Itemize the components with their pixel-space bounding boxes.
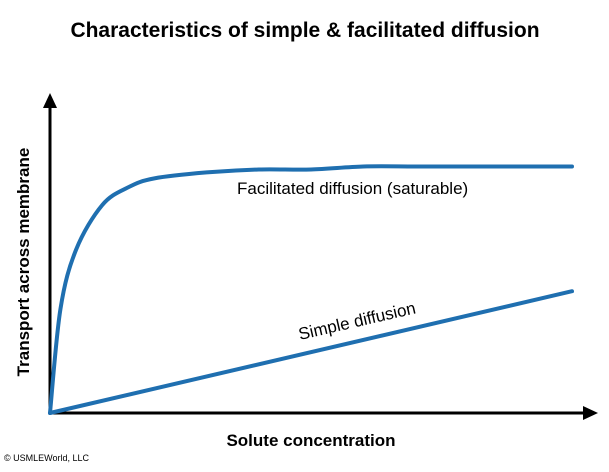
x-axis-label: Solute concentration xyxy=(226,431,395,450)
x-axis-arrowhead xyxy=(583,406,598,420)
series-label-simple: Simple diffusion xyxy=(297,298,418,343)
axes xyxy=(43,93,598,420)
copyright-credit: © USMLEWorld, LLC xyxy=(4,453,89,463)
simple-diffusion-line xyxy=(48,289,574,415)
facilitated-diffusion-curve xyxy=(48,164,574,415)
series-layer xyxy=(48,164,574,415)
y-axis-label: Transport across membrane xyxy=(14,148,33,377)
y-axis-arrowhead xyxy=(43,93,57,108)
series-label-facilitated: Facilitated diffusion (saturable) xyxy=(237,179,468,198)
chart-title: Characteristics of simple & facilitated … xyxy=(70,19,539,42)
